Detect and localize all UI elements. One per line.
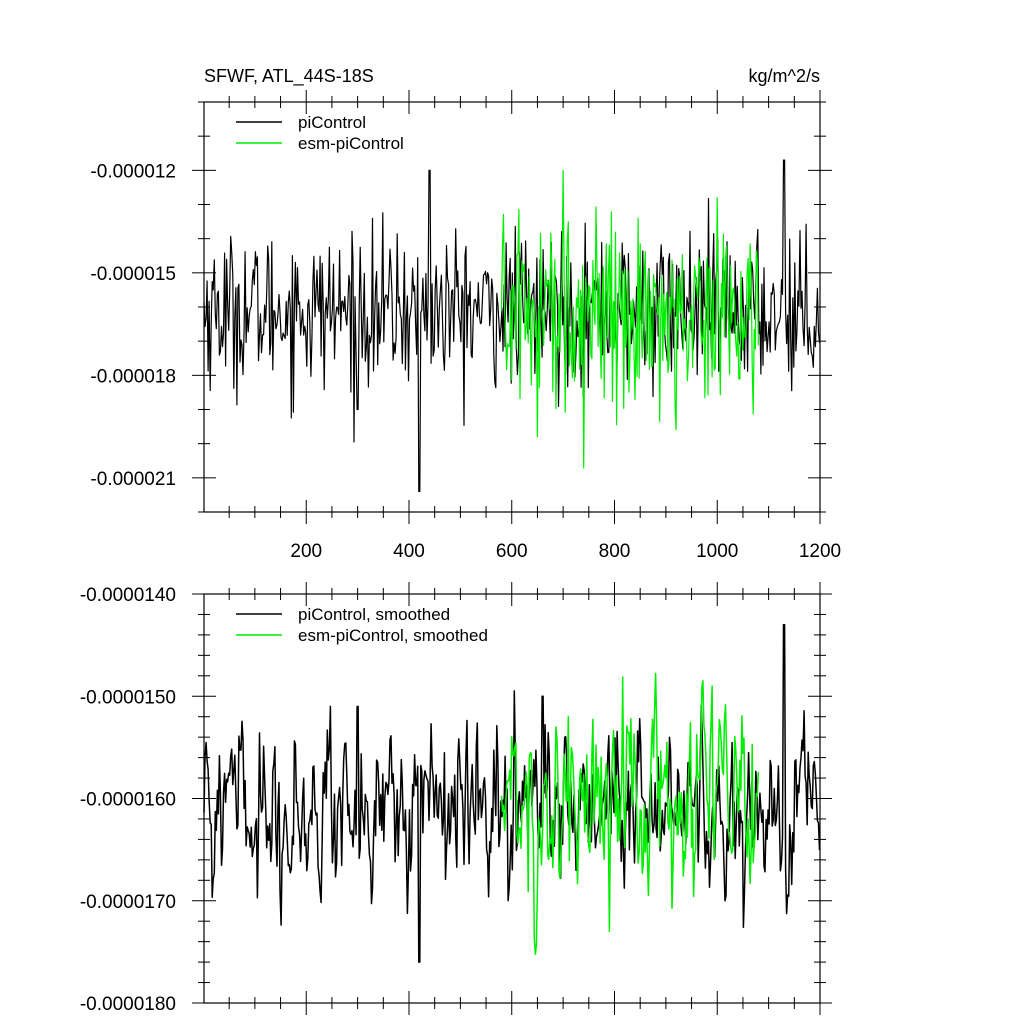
x-tick-label: 400 — [393, 541, 425, 562]
y-tick-label: -0.0000160 — [80, 790, 176, 811]
legend-label: esm-piControl, smoothed — [298, 626, 488, 645]
y-tick-label: -0.000018 — [90, 366, 176, 387]
series-line — [203, 623, 821, 963]
x-tick-label: 200 — [290, 541, 322, 562]
y-tick-label: -0.000015 — [90, 264, 176, 285]
y-tick-label: -0.000021 — [90, 469, 176, 490]
x-tick-label: 600 — [496, 541, 528, 562]
series-line — [500, 672, 760, 956]
bottom-panel: -0.0000140 -0.0000150 -0.0000160 -0.0000170… — [80, 582, 832, 1015]
y-tick-label: -0.000012 — [90, 161, 176, 182]
units-label: kg/m^2/s — [749, 66, 820, 86]
y-tick-label: -0.0000150 — [80, 687, 176, 708]
series-line — [500, 169, 759, 469]
y-tick-label: -0.0000180 — [80, 994, 176, 1015]
legend-label: esm-piControl — [298, 134, 404, 153]
y-tick-label: -0.0000140 — [80, 585, 176, 606]
x-tick-label: 800 — [599, 541, 631, 562]
chart-title: SFWF, ATL_44S-18S — [204, 66, 374, 87]
x-tick-label: 1200 — [799, 541, 841, 562]
x-tick-label: 1000 — [696, 541, 738, 562]
top-panel: SFWF, ATL_44S-18S kg/m^2/s 200 400 600 800 1… — [90, 66, 841, 562]
y-tick-label: -0.0000170 — [80, 892, 176, 913]
legend-label: piControl, smoothed — [298, 605, 450, 624]
legend-label: piControl — [298, 113, 366, 132]
